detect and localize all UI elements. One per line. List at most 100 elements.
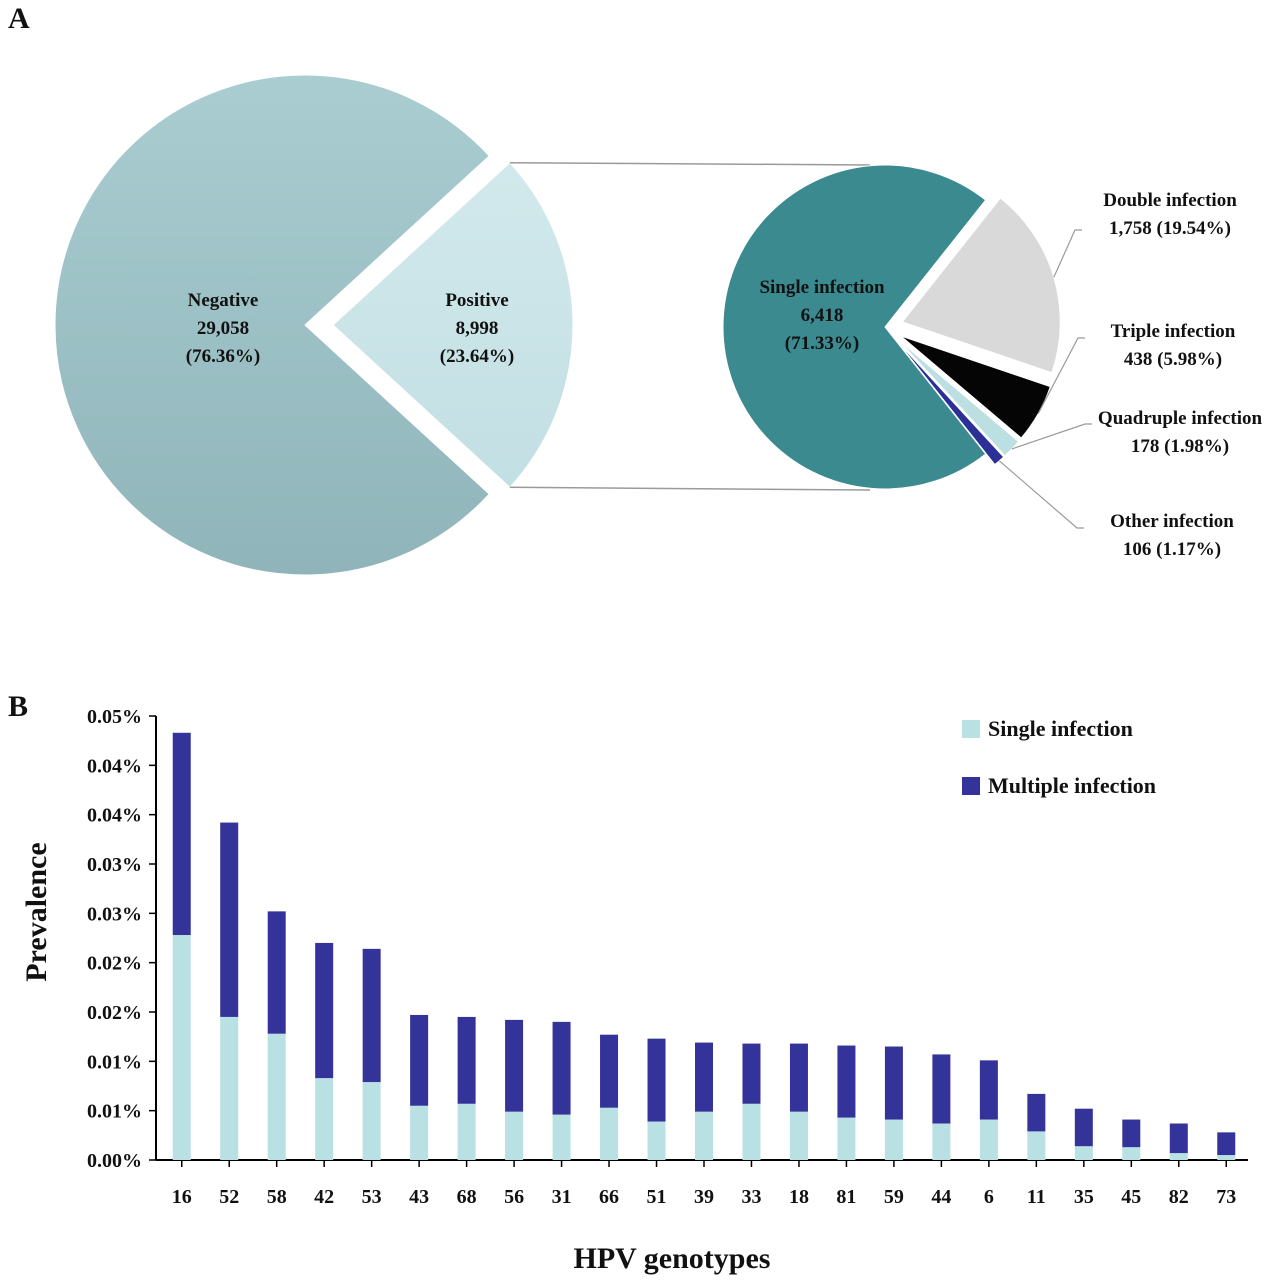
bar-multiple-infection-6 [979,1060,998,1120]
bar-single-infection-59 [884,1119,903,1160]
x-tick-label-35: 35 [1074,1186,1094,1208]
bar-single-infection-11 [1027,1131,1046,1160]
bar-single-infection-39 [695,1111,713,1160]
bar-multiple-infection-59 [884,1046,903,1120]
y-tick-label: 0.01% [87,1051,142,1073]
x-tick-label-11: 11 [1027,1186,1046,1208]
x-tick-label-52: 52 [219,1186,239,1208]
bar-multiple-infection-43 [410,1014,429,1106]
x-tick-label-82: 82 [1169,1186,1189,1208]
y-tick-label: 0.04% [87,805,142,827]
leader-line-other-infection [998,460,1084,529]
pie-label-quadruple-infection-name: Quadruple infection [1098,408,1263,429]
leader-line-quadruple-infection [1011,423,1092,450]
x-tick-label-44: 44 [931,1186,951,1208]
bar-single-infection-81 [837,1117,856,1160]
legend-label-single-infection: Single infection [988,716,1133,741]
x-tick-label-45: 45 [1121,1186,1141,1208]
pie-chart-overall: Negative 29,058 (76.36%) Positive 8,998 (23.6… [54,74,574,576]
bar-single-infection-58 [267,1033,286,1160]
x-tick-label-43: 43 [409,1186,429,1208]
bar-single-infection-6 [979,1119,998,1160]
legend-swatch-single-infection [962,720,980,738]
y-tick-label: 0.00% [87,1150,142,1172]
pie-chart-positive-breakdown: Double infection 1,758 (19.54%) Triple inf… [722,164,1263,560]
x-tick-label-68: 68 [457,1186,477,1208]
x-axis-title: HPV genotypes [574,1242,771,1275]
bar-single-infection-33 [742,1103,761,1160]
connector-line-bottom [509,486,871,491]
pie-slice-single-infection [722,164,987,490]
pie-label-double-infection-value: 1,758 (19.54%) [1109,218,1231,239]
bar-single-infection-73 [1217,1155,1236,1160]
bar-multiple-infection-56 [505,1019,524,1112]
x-tick-label-51: 51 [647,1186,667,1208]
pie-slice-positive [332,161,574,489]
bar-multiple-infection-82 [1169,1123,1188,1154]
bar-multiple-infection-44 [932,1054,951,1124]
bar-single-infection-82 [1169,1153,1188,1160]
pie-label-negative-name: Negative [188,290,259,311]
panel-a-label: A [8,2,30,35]
x-tick-label-33: 33 [741,1186,761,1208]
pie-slice-quadruple-infection [897,339,1020,457]
bar-multiple-infection-81 [837,1045,856,1118]
bar-single-infection-66 [600,1107,619,1160]
bar-multiple-infection-35 [1074,1108,1093,1147]
connector-line-top [509,161,871,166]
bar-single-infection-43 [410,1105,429,1160]
bar-multiple-infection-68 [457,1016,476,1104]
bar-multiple-infection-53 [362,948,381,1083]
bar-multiple-infection-31 [552,1021,571,1115]
y-tick-label: 0.02% [87,953,142,975]
bar-multiple-infection-66 [600,1034,619,1108]
pie-connector-lines [509,161,871,491]
bar-single-infection-51 [647,1121,666,1160]
bar-single-infection-16 [172,935,191,1160]
pie-label-triple-infection-name: Triple infection [1111,321,1236,342]
x-tick-label-66: 66 [599,1186,619,1208]
bar-single-infection-44 [932,1123,951,1160]
bar-single-infection-56 [505,1111,524,1160]
bar-multiple-infection-51 [647,1038,666,1122]
pie-label-positive-percent: (23.64%) [440,346,514,367]
bar-multiple-infection-58 [267,911,286,1034]
leader-line-double-infection [1053,229,1082,278]
pie-label-other-infection-name: Other infection [1110,511,1234,532]
bar-multiple-infection-73 [1217,1132,1236,1156]
pie-slice-double-infection [901,197,1061,374]
bar-single-infection-31 [552,1114,571,1160]
pie-label-quadruple-infection-value: 178 (1.98%) [1131,436,1229,457]
x-tick-label-18: 18 [789,1186,809,1208]
stacked-bar-chart: 0.00% 0.01% 0.01% 0.02% 0.02% 0.03% 0.03% 0.04%… [20,706,1248,1275]
bar-multiple-infection-11 [1027,1093,1046,1132]
legend-swatch-multiple-infection [962,777,980,795]
legend-label-multiple-infection: Multiple infection [988,773,1156,798]
bar-single-infection-53 [362,1082,381,1160]
x-tick-label-39: 39 [694,1186,714,1208]
panel-b-label: B [8,690,29,723]
x-tick-label-31: 31 [552,1186,572,1208]
y-tick-label: 0.03% [87,903,142,925]
pie-label-single-infection-percent: (71.33%) [785,333,859,354]
y-tick-label: 0.03% [87,854,142,876]
x-tick-label-81: 81 [836,1186,856,1208]
bar-single-infection-68 [457,1103,476,1160]
pie-label-negative-count: 29,058 [197,318,249,339]
pie-label-positive-count: 8,998 [456,318,499,339]
pie-label-single-infection-count: 6,418 [801,305,844,326]
y-tick-label: 0.01% [87,1101,142,1123]
bar-multiple-infection-39 [695,1042,713,1112]
pie-label-triple-infection-value: 438 (5.98%) [1124,349,1222,370]
pie-label-single-infection-name: Single infection [759,277,885,298]
bar-multiple-infection-52 [220,822,239,1017]
bar-single-infection-45 [1122,1147,1141,1160]
bar-single-infection-52 [220,1016,239,1160]
x-tick-label-16: 16 [172,1186,192,1208]
pie-label-positive-name: Positive [445,290,508,311]
x-tick-label-53: 53 [362,1186,382,1208]
x-tick-label-56: 56 [504,1186,524,1208]
y-tick-label: 0.05% [87,706,142,728]
x-tick-label-6: 6 [984,1186,994,1208]
